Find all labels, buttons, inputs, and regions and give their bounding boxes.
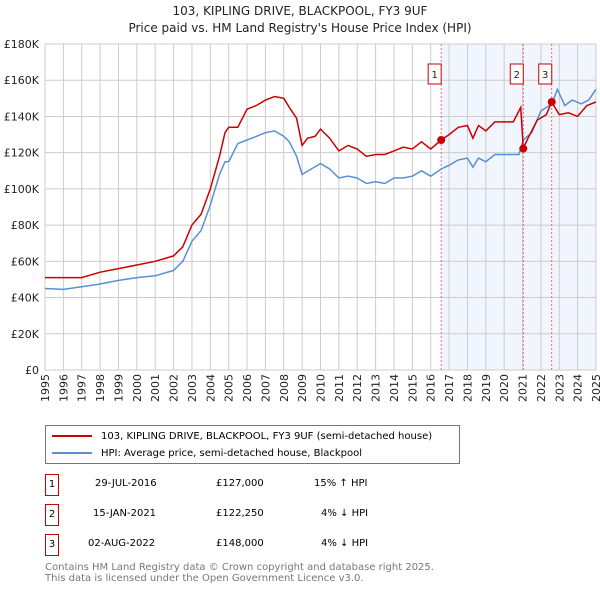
sale-label: 2 xyxy=(514,70,520,81)
x-tick-label: 2017 xyxy=(443,374,456,402)
x-tick-label: 1999 xyxy=(112,374,125,402)
sale-point xyxy=(547,97,556,106)
legend-label: HPI: Average price, semi-detached house,… xyxy=(101,447,363,459)
x-tick-label: 2008 xyxy=(278,374,291,402)
x-tick-label: 1996 xyxy=(57,374,70,402)
legend: 103, KIPLING DRIVE, BLACKPOOL, FY3 9UF (… xyxy=(45,425,460,464)
sale-row: 3 02-AUG-2022 £148,000 4% ↓ HPI xyxy=(45,534,465,556)
sale-point xyxy=(437,135,446,144)
x-tick-label: 2006 xyxy=(241,374,254,402)
y-tick-label: £0 xyxy=(25,364,39,377)
y-tick-label: £100K xyxy=(4,183,40,196)
sale-label-box xyxy=(509,63,524,85)
legend-swatch-red xyxy=(52,435,92,437)
sale-label: 1 xyxy=(431,70,437,81)
legend-item-hpi: HPI: Average price, semi-detached house,… xyxy=(52,446,362,460)
x-tick-label: 2014 xyxy=(388,374,401,402)
sale-label-box xyxy=(538,63,553,85)
x-tick-label: 2020 xyxy=(498,374,511,402)
y-tick-label: £40K xyxy=(11,292,40,305)
plot-frame xyxy=(44,43,597,371)
x-tick-label: 2003 xyxy=(186,374,199,402)
x-tick-label: 2022 xyxy=(535,374,548,402)
x-tick-label: 1998 xyxy=(94,374,107,402)
y-tick-label: £20K xyxy=(11,328,40,341)
price-paid-line xyxy=(45,95,597,279)
sale-price: £148,000 xyxy=(216,538,264,549)
x-tick-label: 2002 xyxy=(168,374,181,402)
sale-hpi-diff: 15% ↑ HPI xyxy=(314,478,368,489)
x-tick-label: 2016 xyxy=(425,374,438,402)
x-tick-label: 2024 xyxy=(572,374,585,402)
x-tick-label: 2018 xyxy=(461,374,474,402)
sale-date: 15-JAN-2021 xyxy=(93,508,157,519)
x-tick-label: 2012 xyxy=(351,374,364,402)
sale-hpi-diff: 4% ↓ HPI xyxy=(321,538,369,549)
sale-label: 3 xyxy=(542,70,548,81)
legend-label: 103, KIPLING DRIVE, BLACKPOOL, FY3 9UF (… xyxy=(101,430,433,442)
x-tick-label: 2015 xyxy=(406,374,419,402)
x-tick-label: 2021 xyxy=(517,374,530,402)
forecast-shade xyxy=(441,44,596,370)
y-tick-label: £80K xyxy=(11,219,40,232)
x-tick-label: 2005 xyxy=(223,374,236,402)
sale-point xyxy=(519,144,528,153)
chart-plot: 1995 1996 1997 1998 1999 2000 2001 2002 2003 2004… xyxy=(4,38,600,402)
x-tick-label: 2010 xyxy=(315,374,328,402)
footer-copyright: Contains HM Land Registry data © Crown c… xyxy=(45,562,434,573)
x-tick-label: 2019 xyxy=(480,374,493,402)
x-tick-label: 1997 xyxy=(76,374,89,402)
sale-marker-badge: 1 xyxy=(45,474,59,496)
sale-row: 2 15-JAN-2021 £122,250 4% ↓ HPI xyxy=(45,504,465,526)
y-tick-label: £60K xyxy=(11,255,40,268)
chart-title: 103, KIPLING DRIVE, BLACKPOOL, FY3 9UF xyxy=(172,4,428,18)
sale-label-box xyxy=(427,63,442,85)
x-tick-label: 2009 xyxy=(296,374,309,402)
x-tick-label: 2001 xyxy=(149,374,162,402)
x-tick-label: 2023 xyxy=(553,374,566,402)
chart-subtitle: Price paid vs. HM Land Registry's House … xyxy=(128,21,472,35)
y-tick-label: £120K xyxy=(4,147,40,160)
sale-date: 02-AUG-2022 xyxy=(88,538,156,549)
sale-price: £127,000 xyxy=(216,478,264,489)
x-tick-label: 1995 xyxy=(39,374,52,402)
sale-hpi-diff: 4% ↓ HPI xyxy=(321,508,369,519)
y-tick-label: £160K xyxy=(4,74,40,87)
legend-item-property: 103, KIPLING DRIVE, BLACKPOOL, FY3 9UF (… xyxy=(52,429,432,443)
x-tick-label: 2007 xyxy=(259,374,272,402)
legend-swatch-blue xyxy=(52,452,92,454)
sale-date: 29-JUL-2016 xyxy=(95,478,157,489)
x-tick-label: 2025 xyxy=(590,374,600,402)
sale-price: £122,250 xyxy=(216,508,264,519)
sale-marker-badge: 2 xyxy=(45,504,59,526)
y-tick-label: £180K xyxy=(4,38,40,51)
y-tick-label: £140K xyxy=(4,110,40,123)
sale-marker-badge: 3 xyxy=(45,534,59,556)
x-tick-label: 2000 xyxy=(131,374,144,402)
x-tick-label: 2011 xyxy=(333,374,346,402)
x-tick-label: 2004 xyxy=(204,374,217,402)
footer-licence: This data is licensed under the Open Gov… xyxy=(45,573,364,584)
sale-row: 1 29-JUL-2016 £127,000 15% ↑ HPI xyxy=(45,474,465,496)
x-tick-label: 2013 xyxy=(370,374,383,402)
